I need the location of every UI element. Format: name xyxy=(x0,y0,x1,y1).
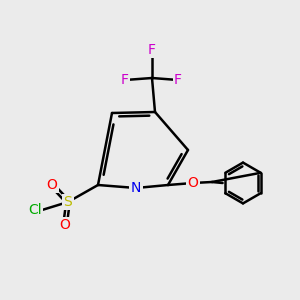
Text: N: N xyxy=(131,181,141,195)
Text: Cl: Cl xyxy=(28,203,42,217)
Text: F: F xyxy=(148,43,156,57)
Text: O: O xyxy=(46,178,57,192)
Text: O: O xyxy=(60,218,70,232)
Text: F: F xyxy=(121,73,129,87)
Text: O: O xyxy=(188,176,198,190)
Text: S: S xyxy=(64,195,72,209)
Text: F: F xyxy=(174,73,182,87)
